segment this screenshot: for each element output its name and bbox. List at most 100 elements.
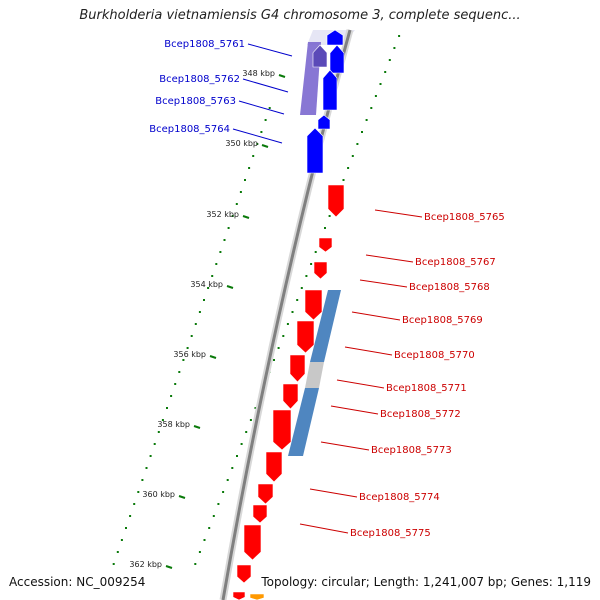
ring-dot [239, 191, 242, 193]
label-leader-line [365, 254, 414, 263]
ring-dot [194, 323, 197, 325]
ring-dot [252, 155, 255, 157]
gene-label[interactable]: Bcep1808_5775 [350, 528, 431, 539]
ring-dot [356, 143, 359, 145]
ring-dot [256, 143, 259, 145]
gene-label[interactable]: Bcep1808_5769 [402, 315, 483, 326]
gene-label[interactable]: Bcep1808_5763 [155, 96, 236, 107]
ring-dot [384, 71, 387, 73]
ring-dot [361, 131, 363, 133]
ring-dot [182, 359, 185, 361]
ring-dot [254, 407, 257, 409]
tick-label: 352 kbp [206, 210, 239, 219]
ring-dot [211, 275, 214, 277]
ring-dot [227, 227, 230, 229]
label-leader-line [336, 379, 385, 389]
gene-label[interactable]: Bcep1808_5761 [164, 39, 245, 50]
gene-arrow [312, 44, 328, 68]
ring-dot [296, 299, 299, 301]
ring-dot [282, 335, 285, 337]
gene-arrows [232, 29, 345, 600]
ring-dot [347, 167, 350, 169]
ring-dot [398, 35, 401, 37]
gene-label[interactable]: Bcep1808_5762 [159, 74, 240, 85]
label-leader-line [344, 346, 393, 356]
tick-mark [226, 285, 234, 289]
gene-label[interactable]: Bcep1808_5768 [409, 282, 490, 293]
gene-label[interactable]: Bcep1808_5771 [386, 383, 467, 394]
gene-arrow [282, 383, 299, 410]
tick-mark [178, 495, 186, 499]
ring-dot [273, 359, 275, 361]
gene-arrow [313, 261, 328, 280]
gene-arrow [243, 524, 262, 561]
ring-dot [153, 443, 156, 445]
gene-arrow [304, 289, 323, 321]
gene-labels: Bcep1808_5761 Bcep1808_5762 Bcep1808_5763 B… [149, 39, 505, 539]
accession-text: Accession: NC_009254 [9, 575, 146, 589]
gene-label[interactable]: Bcep1808_5765 [424, 212, 505, 223]
ring-dot [219, 251, 222, 253]
ring-dot [245, 431, 248, 433]
gene-arrow [296, 320, 315, 354]
label-leader-line [309, 488, 358, 498]
tick-label: 354 kbp [190, 280, 223, 289]
ring-dot [178, 371, 181, 373]
ring-dot [264, 119, 267, 121]
ring-dot [286, 323, 289, 325]
tick-mark [278, 74, 286, 78]
label-leader-line [247, 43, 293, 57]
gene-arrow [326, 29, 344, 46]
ring-dot [222, 491, 225, 493]
ring-dot [198, 551, 201, 553]
gene-label[interactable]: Bcep1808_5770 [394, 350, 475, 361]
gene-label[interactable]: Bcep1808_5764 [149, 124, 230, 135]
gene-arrow [327, 184, 345, 218]
ring-dot [248, 167, 251, 169]
ring-dot [194, 563, 197, 565]
gene-label[interactable]: Bcep1808_5773 [371, 445, 452, 456]
gene-arrow [318, 237, 333, 253]
ring-dot [393, 47, 396, 49]
gene-arrow [306, 127, 324, 174]
ring-dot [207, 287, 210, 289]
gene-label[interactable]: Bcep1808_5772 [380, 409, 461, 420]
label-leader-line [232, 128, 283, 144]
cog-segment-gray [305, 362, 324, 388]
gene-arrow [236, 564, 252, 584]
tick-label: 356 kbp [173, 350, 206, 359]
label-leader-line [238, 100, 285, 115]
ring-dot [300, 287, 303, 289]
ring-dot [236, 455, 238, 457]
label-leader-line [299, 523, 349, 534]
cog-segment-blue-upper [310, 290, 341, 362]
gene-label[interactable]: Bcep1808_5767 [415, 257, 496, 268]
tick-mark [242, 215, 250, 219]
ring-dot [149, 455, 152, 457]
ring-dot [291, 311, 294, 313]
ring-dot [388, 59, 391, 61]
ring-dot [217, 503, 220, 505]
label-leader-line [351, 311, 401, 321]
gene-arrow [289, 354, 306, 383]
ring-dot [268, 107, 271, 109]
topology-text: Topology: circular; Length: 1,241,007 bp… [261, 575, 591, 589]
ring-dot [208, 527, 211, 529]
ring-dot [342, 179, 345, 181]
ring-dot [174, 383, 177, 385]
ring-dot [186, 347, 189, 349]
ring-dot [166, 407, 168, 409]
gene-label[interactable]: Bcep1808_5774 [359, 492, 440, 503]
ring-dot [231, 467, 234, 469]
gene-arrow [252, 504, 268, 524]
ring-dot [365, 119, 368, 121]
ring-dot [203, 299, 205, 301]
ring-dot [215, 263, 218, 265]
ring-dot [112, 563, 115, 565]
ring-dot [226, 479, 229, 481]
ring-dot [157, 431, 160, 433]
ring-dot [125, 527, 127, 529]
tick-rings [112, 35, 401, 565]
ring-dot [120, 539, 123, 541]
